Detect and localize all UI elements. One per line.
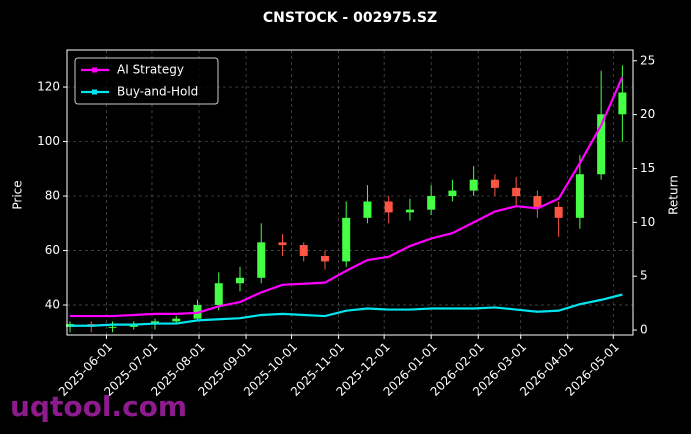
y-axis-label: Price	[11, 180, 25, 209]
candle-body	[448, 190, 457, 197]
y2-tick-label: 5	[640, 269, 648, 283]
y2-tick-label: 15	[640, 161, 655, 175]
candle-body	[575, 174, 584, 218]
candle-body	[299, 245, 308, 256]
candle-body	[427, 196, 436, 210]
series-line	[70, 76, 624, 318]
candle-body	[214, 283, 223, 306]
candle-body	[278, 242, 287, 246]
candle-body	[108, 326, 117, 328]
candle-body	[363, 201, 372, 218]
plot-frame	[66, 49, 634, 336]
candle-body	[384, 201, 393, 213]
legend-marker	[92, 89, 97, 95]
candle-body	[597, 114, 606, 175]
legend-box	[74, 57, 219, 105]
candle-body	[257, 242, 266, 278]
candle-body	[490, 179, 499, 188]
y-tick-label: 80	[45, 189, 60, 203]
y-tick-label: 60	[45, 243, 60, 257]
y2-tick-label: 25	[640, 53, 655, 67]
candle-body	[405, 209, 414, 213]
y2-tick-label: 20	[640, 107, 655, 121]
series-line	[70, 293, 623, 327]
candle-body	[512, 187, 521, 197]
candle-body	[342, 217, 351, 262]
legend-label: Buy-and-Hold	[117, 85, 198, 99]
chart-title: CNSTOCK - 002975.SZ	[263, 10, 437, 26]
candle-body	[469, 179, 478, 191]
y-tick-label: 120	[37, 80, 60, 94]
y-tick-label: 100	[37, 134, 60, 148]
candle-body	[320, 255, 329, 262]
watermark: uqtool.com	[10, 390, 187, 423]
candle-body	[172, 318, 181, 322]
candle-body	[235, 277, 244, 284]
candle-body	[554, 206, 563, 218]
y2-axis-label: Return	[667, 175, 681, 215]
legend-marker	[92, 67, 97, 73]
candle-body	[533, 196, 542, 207]
y-tick-label: 40	[45, 298, 60, 312]
y2-tick-label: 10	[640, 215, 655, 229]
y2-tick-label: 0	[640, 323, 648, 337]
legend-label: AI Strategy	[117, 63, 184, 77]
candle-body	[618, 92, 627, 115]
